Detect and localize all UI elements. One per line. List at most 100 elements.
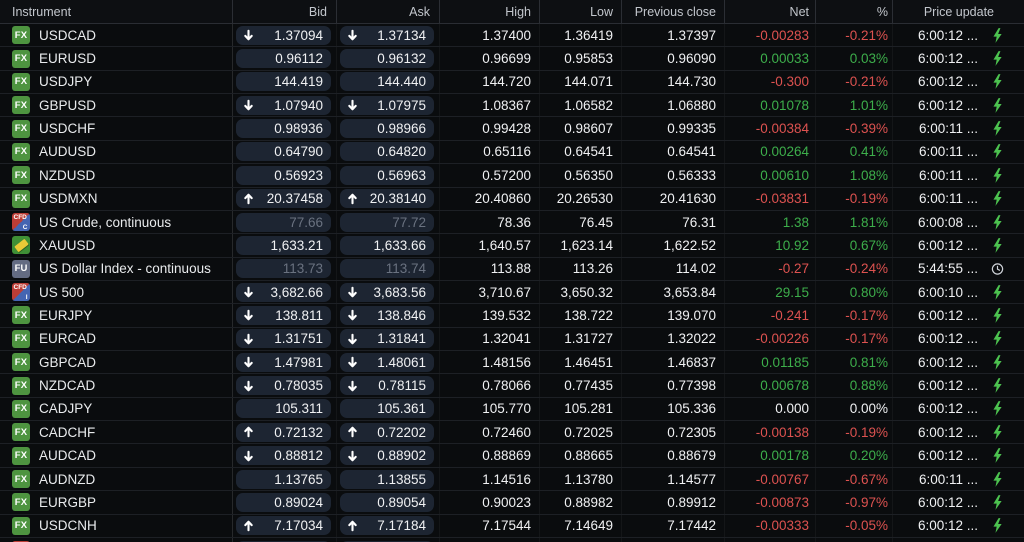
table-row[interactable]: FX USDJPY 144.419 144.440 144.720 144.07… [0, 70, 1024, 95]
price-down-arrow-icon [244, 286, 253, 298]
table-row[interactable]: FX NZDCAD 0.78035 0.78115 0.78066 0.7743… [0, 374, 1024, 398]
ask-price[interactable]: 0.89054 [340, 492, 434, 512]
column-header-net[interactable]: Net [725, 0, 816, 23]
fx-badge: FX [12, 166, 30, 185]
net-change-value: 0.00033 [760, 51, 809, 67]
table-row[interactable]: FU US Dollar Index - continuous 113.73 1… [0, 257, 1024, 281]
previous-close-value: 0.77398 [667, 378, 716, 394]
bid-price[interactable]: 7.17034 [236, 516, 331, 536]
ask-price[interactable]: 105.361 [340, 399, 434, 419]
live-update-lightning-icon [991, 74, 1004, 90]
table-row[interactable]: FX EURGBP 0.89024 0.89054 0.90023 0.8898… [0, 491, 1024, 515]
column-header-price-update[interactable]: Price update [923, 4, 994, 19]
bid-price[interactable]: 144.419 [236, 72, 331, 92]
high-value: 1.32041 [482, 331, 531, 347]
ask-price[interactable]: 20.38140 [340, 189, 434, 209]
column-header-percent[interactable]: % [816, 0, 893, 23]
column-header-instrument[interactable]: Instrument [0, 0, 233, 23]
bid-price[interactable]: 1,633.21 [236, 235, 331, 255]
ask-price[interactable]: 113.74 [340, 259, 434, 279]
table-row[interactable]: CFD I US 500 3,682.66 3,683.56 3,710.67 3… [0, 280, 1024, 305]
bid-price[interactable]: 20.37458 [236, 189, 331, 209]
ask-price[interactable]: 1.48061 [340, 352, 434, 372]
ask-price[interactable]: 0.96132 [340, 49, 434, 69]
bid-price[interactable]: 1.31751 [236, 329, 331, 349]
bid-price[interactable]: 77.66 [236, 212, 331, 232]
column-header-previous-close[interactable]: Previous close [622, 0, 725, 23]
table-row[interactable]: FX EURCAD 1.31751 1.31841 1.32041 1.3172… [0, 327, 1024, 352]
ask-price[interactable]: 0.56963 [340, 165, 434, 185]
bid-price[interactable]: 0.72132 [236, 422, 331, 442]
bid-price[interactable]: 0.78035 [236, 376, 331, 396]
bid-price[interactable]: 0.96112 [236, 49, 331, 69]
bid-price[interactable]: 105.311 [236, 399, 331, 419]
bid-price[interactable]: 3,682.66 [236, 282, 331, 302]
ask-value: 3,683.56 [373, 284, 426, 300]
ask-value: 0.64820 [377, 144, 426, 160]
table-row[interactable]: XAUUSD 1,633.21 1,633.66 1,640.57 1,623.… [0, 234, 1024, 258]
table-row[interactable]: FX USDCAD 1.37094 1.37134 1.37400 1.3641… [0, 24, 1024, 48]
ask-price[interactable]: 0.64820 [340, 142, 434, 162]
high-value: 78.36 [497, 214, 531, 230]
column-header-ask[interactable]: Ask [337, 0, 440, 23]
ask-price[interactable]: 138.846 [340, 305, 434, 325]
ask-price[interactable]: 1.13855 [340, 469, 434, 489]
previous-close-value: 0.56333 [667, 167, 716, 183]
table-row[interactable]: FX USDCHF 0.98936 0.98966 0.99428 0.9860… [0, 117, 1024, 141]
ask-price[interactable]: 3,683.56 [340, 282, 434, 302]
ask-price[interactable]: 1.37134 [340, 25, 434, 45]
bid-price[interactable]: 0.98936 [236, 119, 331, 139]
bid-price[interactable]: 1.37094 [236, 25, 331, 45]
bid-price[interactable]: 138.811 [236, 305, 331, 325]
instrument-name: AUDNZD [39, 471, 96, 487]
table-row[interactable]: FX EURJPY 138.811 138.846 139.532 138.72… [0, 304, 1024, 328]
column-header-low[interactable]: Low [540, 0, 622, 23]
table-row[interactable]: FX AUDNZD 1.13765 1.13855 1.14516 1.1378… [0, 467, 1024, 492]
ask-price[interactable]: 1.07975 [340, 95, 434, 115]
net-change-value: 0.00264 [760, 144, 809, 160]
price-up-arrow-icon [244, 427, 253, 438]
low-value: 1.06582 [564, 97, 613, 113]
table-row[interactable]: FX NZDUSD 0.56923 0.56963 0.57200 0.5635… [0, 164, 1024, 188]
ask-price[interactable]: 0.88902 [340, 446, 434, 466]
ask-price[interactable]: 144.440 [340, 72, 434, 92]
net-change-value: 0.000 [775, 401, 809, 417]
bid-price[interactable]: 1.13765 [236, 469, 331, 489]
ask-price[interactable]: 7.17184 [340, 516, 434, 536]
bid-price[interactable]: 1.47981 [236, 352, 331, 372]
ask-price[interactable]: 0.72202 [340, 422, 434, 442]
price-down-arrow-icon [348, 286, 357, 298]
low-value: 0.77435 [564, 378, 613, 394]
column-header-high[interactable]: High [440, 0, 540, 23]
table-row[interactable]: FX AUDCAD 0.88812 0.88902 0.88869 0.8866… [0, 444, 1024, 468]
bid-value: 1.13765 [274, 471, 323, 487]
bid-price[interactable]: 0.64790 [236, 142, 331, 162]
percent-change-value: -0.19% [845, 191, 888, 207]
table-row[interactable]: FX EURUSD 0.96112 0.96132 0.96699 0.9585… [0, 47, 1024, 71]
table-row[interactable]: FX GBPCAD 1.47981 1.48061 1.48156 1.4645… [0, 351, 1024, 375]
column-header-bid[interactable]: Bid [233, 0, 337, 23]
ask-price[interactable]: 77.72 [340, 212, 434, 232]
table-row[interactable]: FX GBPUSD 1.07940 1.07975 1.08367 1.0658… [0, 94, 1024, 118]
bid-price[interactable]: 0.88812 [236, 446, 331, 466]
bid-price[interactable]: 0.56923 [236, 165, 331, 185]
bid-price[interactable]: 0.89024 [236, 492, 331, 512]
table-row[interactable]: FX USDMXN 20.37458 20.38140 20.40860 20.… [0, 187, 1024, 211]
ask-price[interactable]: 0.78115 [340, 376, 434, 396]
table-row[interactable]: FX CADCHF 0.72132 0.72202 0.72460 0.7202… [0, 421, 1024, 445]
table-row[interactable]: FX USDCNH 7.17034 7.17184 7.17544 7.1464… [0, 514, 1024, 538]
instrument-name: USDCAD [39, 27, 97, 43]
table-row[interactable]: CFD C US Crude, continuous 77.66 77.72 78… [0, 210, 1024, 235]
instrument-name: NZDUSD [39, 167, 96, 183]
live-update-lightning-icon [991, 331, 1004, 347]
fx-badge: FX [12, 516, 30, 535]
table-row[interactable]: FX CADJPY 105.311 105.361 105.770 105.28… [0, 397, 1024, 422]
ask-price[interactable]: 0.98966 [340, 119, 434, 139]
bid-price[interactable]: 1.07940 [236, 95, 331, 115]
price-update-time: 6:00:12 ... [917, 401, 978, 417]
ask-price[interactable]: 1,633.66 [340, 235, 434, 255]
ask-price[interactable]: 1.31841 [340, 329, 434, 349]
table-row[interactable]: FX AUDUSD 0.64790 0.64820 0.65116 0.6454… [0, 140, 1024, 165]
live-update-lightning-icon [991, 97, 1004, 113]
bid-price[interactable]: 113.73 [236, 259, 331, 279]
